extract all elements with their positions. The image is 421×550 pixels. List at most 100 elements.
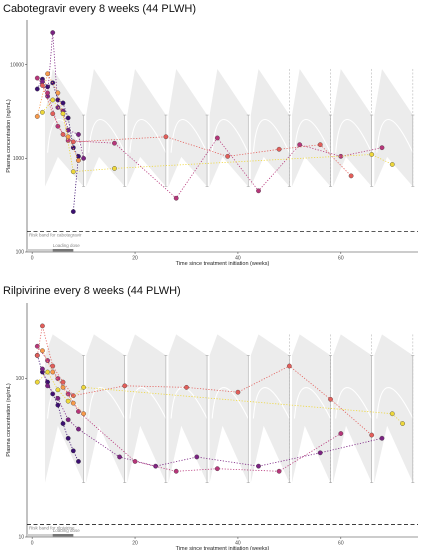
data-point <box>379 435 385 441</box>
prediction-band <box>86 69 125 187</box>
data-point <box>40 348 45 354</box>
data-point <box>287 363 292 369</box>
patient-series-line <box>42 32 84 159</box>
data-point <box>256 463 261 469</box>
data-point <box>45 358 50 363</box>
prediction-band <box>292 334 331 483</box>
y-tick-label: 10000 <box>10 62 24 68</box>
x-axis-label: Time since treatment initiation (weeks) <box>176 261 270 267</box>
prediction-band <box>250 69 290 187</box>
data-point <box>214 135 220 141</box>
data-point <box>55 105 61 110</box>
chart-title: Cabotegravir every 8 weeks (44 PLWH) <box>3 3 196 15</box>
data-point <box>55 90 61 96</box>
data-point <box>76 426 81 432</box>
data-point <box>348 173 354 179</box>
data-point <box>76 132 81 137</box>
data-point <box>379 145 385 151</box>
data-point <box>34 114 40 119</box>
y-tick-label: 1000 <box>13 156 24 162</box>
data-point <box>40 323 45 329</box>
data-point <box>55 387 61 393</box>
data-point <box>400 421 405 426</box>
median-curve <box>211 387 249 419</box>
data-point <box>40 83 45 88</box>
data-point <box>65 417 71 423</box>
median-curve <box>170 387 208 419</box>
prediction-band <box>374 334 413 483</box>
median-curve <box>47 387 85 419</box>
x-tick-label: 40 <box>235 256 241 262</box>
prediction-band <box>333 334 372 483</box>
data-point <box>328 396 333 402</box>
data-point <box>60 379 66 385</box>
data-point <box>65 391 71 397</box>
x-tick-label: 0 <box>31 256 34 262</box>
data-point <box>173 468 179 474</box>
loading-dose-label: Loading dose <box>53 243 81 248</box>
x-tick-label: 60 <box>338 541 344 547</box>
median-curve <box>129 387 167 419</box>
median-curve <box>129 119 167 153</box>
prediction-band <box>209 69 249 187</box>
data-point <box>40 109 45 115</box>
data-point <box>81 411 86 417</box>
data-point <box>184 385 189 390</box>
data-point <box>70 209 76 214</box>
data-point <box>65 134 71 140</box>
data-point <box>76 158 81 163</box>
data-point <box>55 396 61 401</box>
data-point <box>132 459 138 464</box>
x-axis-label: Time since treatment initiation (weeks) <box>176 546 270 550</box>
prediction-band <box>127 69 166 187</box>
median-curve <box>293 119 331 153</box>
data-point <box>276 468 282 474</box>
data-point <box>76 409 81 414</box>
chart-title: Rilpivirine every 8 weeks (44 PLWH) <box>3 285 181 297</box>
patient-series-line <box>36 78 79 212</box>
data-point <box>70 169 76 175</box>
loading-dose-bar <box>52 249 74 252</box>
x-tick-label: 40 <box>235 541 241 547</box>
data-point <box>65 127 71 133</box>
prediction-band <box>45 69 84 187</box>
x-tick-label: 60 <box>338 256 344 262</box>
data-point <box>45 383 50 389</box>
prediction-band <box>86 334 125 483</box>
data-point <box>34 379 40 385</box>
data-point <box>50 111 56 117</box>
x-tick-label: 0 <box>31 541 34 547</box>
data-point <box>50 363 56 369</box>
median-curve <box>88 387 126 419</box>
data-point <box>55 123 61 129</box>
patient-series-line <box>42 85 352 177</box>
data-point <box>194 454 200 460</box>
median-curve <box>376 387 414 419</box>
data-point <box>235 389 241 395</box>
data-point <box>45 84 50 90</box>
data-point <box>55 402 61 408</box>
median-curve <box>47 119 85 153</box>
data-point <box>81 385 86 390</box>
data-point <box>225 153 231 159</box>
data-point <box>256 188 261 194</box>
median-curve <box>335 119 373 153</box>
data-point <box>317 142 323 148</box>
data-point <box>60 100 66 106</box>
prediction-band <box>168 334 208 483</box>
data-point <box>65 115 71 121</box>
median-curve <box>335 387 373 419</box>
threshold-label: Risk band for rilpivirine <box>29 525 75 530</box>
data-point <box>50 97 56 103</box>
median-curve <box>293 387 331 419</box>
median-curve <box>252 119 290 153</box>
data-point <box>34 75 40 81</box>
data-point <box>389 162 395 167</box>
data-point <box>60 132 66 137</box>
prediction-band <box>374 69 413 187</box>
prediction-band <box>250 334 290 483</box>
data-point <box>163 134 169 140</box>
data-point <box>65 435 71 441</box>
